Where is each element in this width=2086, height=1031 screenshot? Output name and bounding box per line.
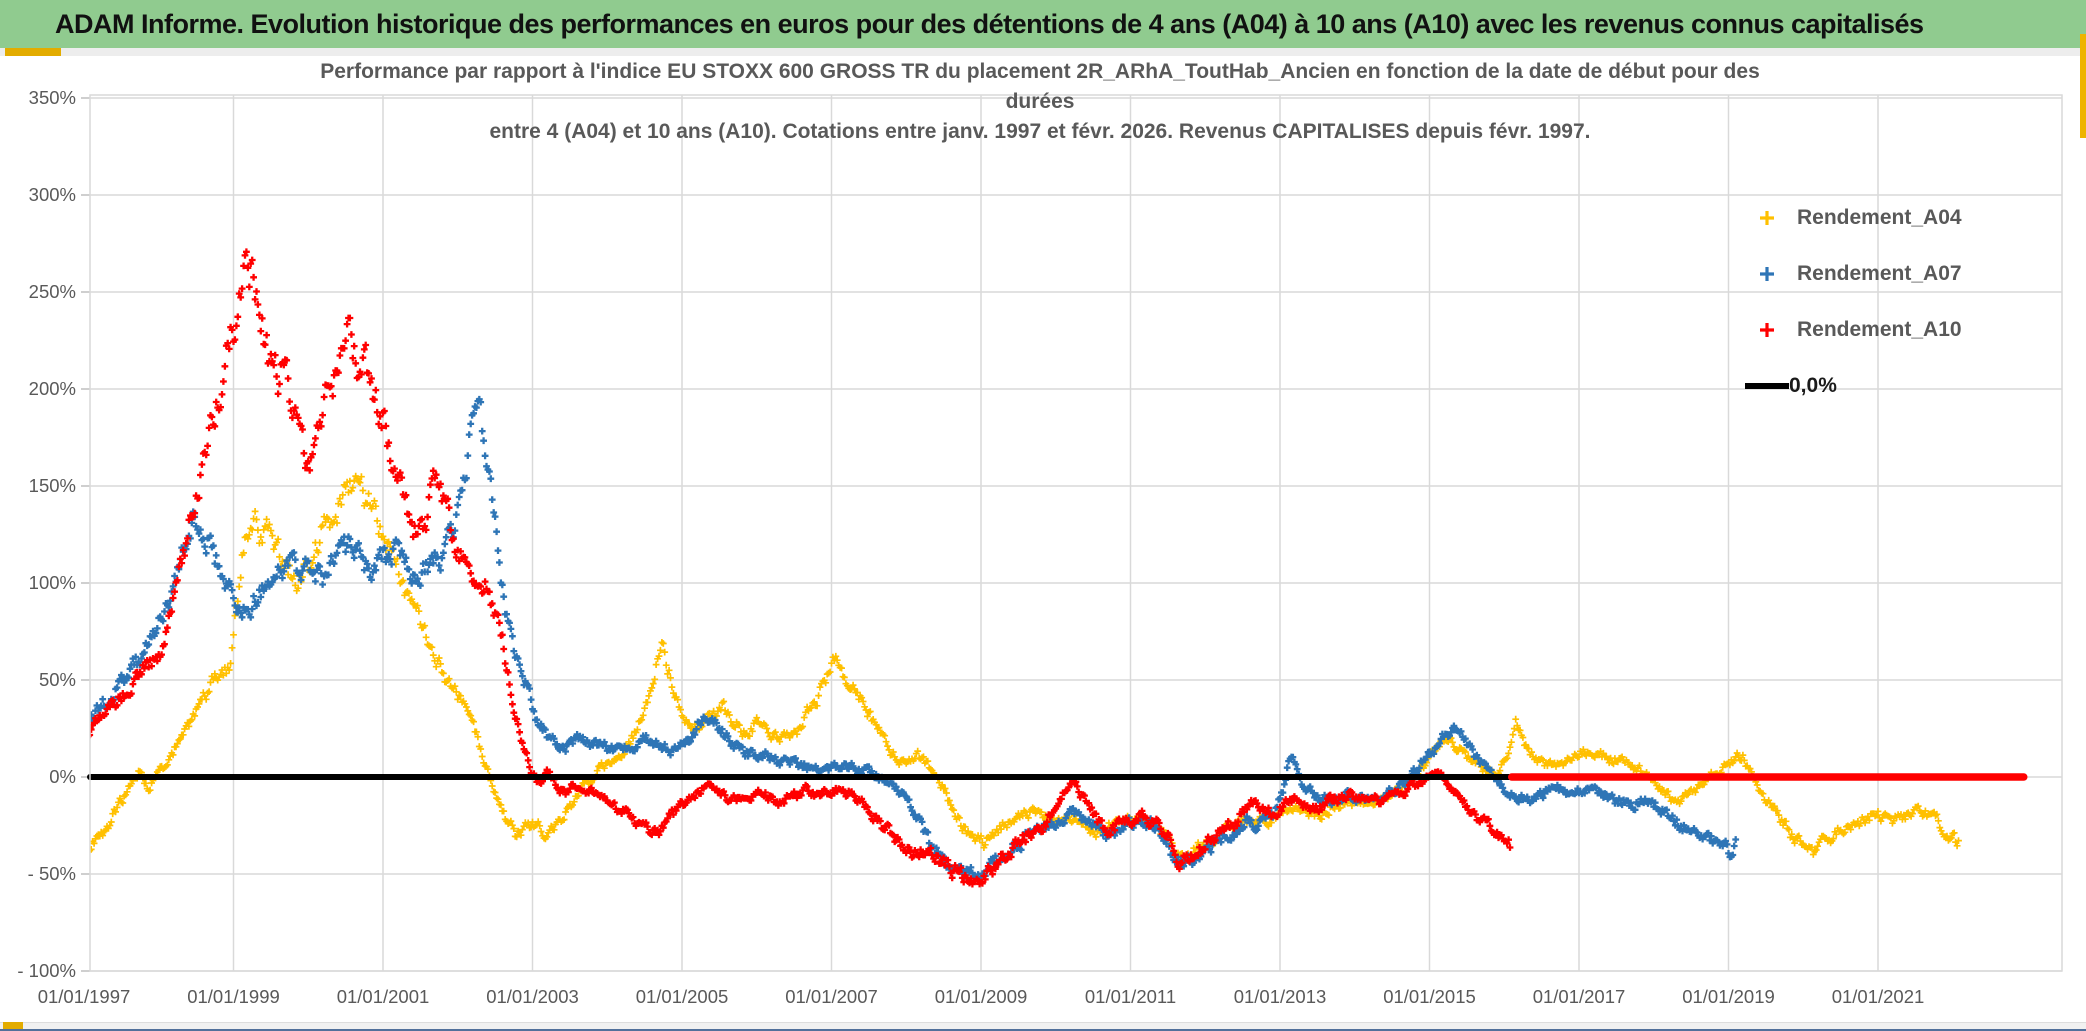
legend-label: Rendement_A07 [1797,262,1962,285]
chart-title-line-1: Performance par rapport à l'indice EU ST… [320,60,1760,83]
legend-item-rendement-a10: Rendement_A10 [1745,302,2075,358]
plus-marker-icon [1745,321,1789,339]
x-axis-label: 01/01/1999 [187,986,280,1007]
x-axis-label: 01/01/2013 [1234,986,1327,1007]
x-axis-label: 01/01/1997 [38,986,131,1007]
plot-area-border [89,94,2063,972]
y-axis-label: 100% [29,572,76,593]
line-swatch-icon [1745,383,1789,389]
bottom-border-line [0,1029,2086,1031]
y-axis-label: 300% [29,184,76,205]
x-axis-label: 01/01/2001 [337,986,430,1007]
series-rendement_a07-points [90,395,1740,884]
x-axis-label: 01/01/2011 [1085,986,1176,1007]
y-axis-label: 50% [39,669,76,690]
y-axis-label: 350% [29,87,76,108]
x-axis-label: 01/01/2021 [1832,986,1925,1007]
chart-legend: Rendement_A04 Rendement_A07 Rendement_A10 0… [1745,190,2075,414]
series-rendement_a04-points [90,472,1962,866]
gold-accent-left [5,48,61,56]
y-axis-label: - 100% [17,960,76,981]
y-axis-label: 150% [29,475,76,496]
x-axis-label: 01/01/2015 [1383,986,1476,1007]
chart-title-line-3: entre 4 (A04) et 10 ans (A10). Cotations… [489,120,1591,143]
y-axis-label: 200% [29,378,76,399]
y-axis-label: 250% [29,281,76,302]
legend-label: Rendement_A10 [1797,318,1962,341]
bottom-gold-accent [3,1022,23,1029]
report-title: ADAM Informe. Evolution historique des p… [55,8,1924,39]
y-axis-label: 0% [49,766,76,787]
legend-item-0-0-: 0,0% [1745,358,2075,414]
x-axis-label: 01/01/2003 [486,986,579,1007]
legend-item-rendement-a04: Rendement_A04 [1745,190,2075,246]
bottom-scroll-strip [0,1022,2086,1030]
report-header-bar: ADAM Informe. Evolution historique des p… [0,0,2086,48]
plus-marker-icon [1745,265,1789,283]
chart-title-line-2: durées [1005,90,1075,113]
chart-title: Performance par rapport à l'indice EU ST… [140,57,1940,147]
legend-label: 0,0% [1789,374,1837,397]
gold-accent-right [2080,34,2086,138]
x-axis-label: 01/01/2009 [935,986,1028,1007]
legend-label: Rendement_A04 [1797,206,1962,229]
plus-marker-icon [1745,209,1789,227]
legend-item-rendement-a07: Rendement_A07 [1745,246,2075,302]
series-rendement_a10-points [90,248,1514,888]
x-axis-label: 01/01/2017 [1533,986,1626,1007]
y-axis-label: - 50% [28,863,76,884]
x-axis-label: 01/01/2005 [636,986,729,1007]
x-axis-label: 01/01/2007 [785,986,878,1007]
x-axis-label: 01/01/2019 [1682,986,1775,1007]
header-divider-strip [0,48,2086,56]
